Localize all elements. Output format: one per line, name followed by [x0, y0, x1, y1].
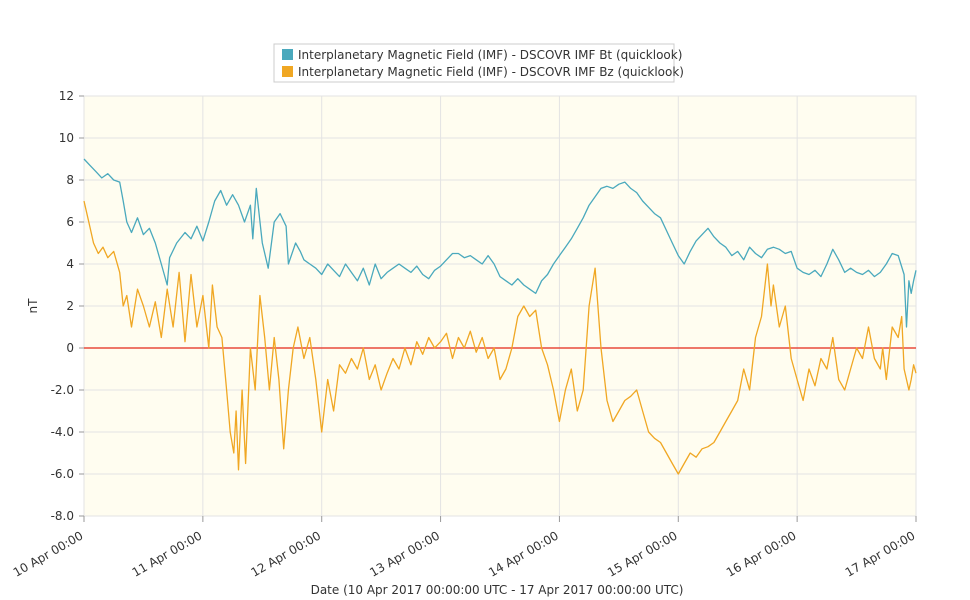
legend-swatch-bt: [282, 49, 293, 60]
y-tick-label: 12: [59, 89, 74, 103]
y-tick-label: 8: [66, 173, 74, 187]
x-axis: 10 Apr 00:00 11 Apr 00:00 12 Apr 00:00 13 A…: [11, 516, 918, 580]
x-tick-label: 12 Apr 00:00: [248, 528, 323, 579]
y-tick-label: 4: [66, 257, 74, 271]
y-tick-label: 0: [66, 341, 74, 355]
x-axis-title: Date (10 Apr 2017 00:00:00 UTC - 17 Apr …: [311, 583, 684, 597]
x-tick-label: 10 Apr 00:00: [11, 528, 86, 579]
x-tick-label: 14 Apr 00:00: [486, 528, 561, 579]
y-axis-title: nT: [26, 298, 40, 314]
y-tick-label: 2: [66, 299, 74, 313]
y-tick-label: -8.0: [51, 509, 74, 523]
x-tick-label: 16 Apr 00:00: [724, 528, 799, 579]
legend-label-bz: Interplanetary Magnetic Field (IMF) - DS…: [298, 65, 684, 79]
y-tick-label: -4.0: [51, 425, 74, 439]
legend: Interplanetary Magnetic Field (IMF) - DS…: [273, 43, 684, 83]
y-axis: 12 10 8 6 4 2 0 -2.0 -4.0 -6.0 -8.0: [51, 89, 84, 523]
legend-box: [273, 43, 675, 83]
y-tick-label: 10: [59, 131, 74, 145]
legend-swatch-bz: [282, 66, 293, 77]
y-tick-label: -2.0: [51, 383, 74, 397]
y-tick-label: 6: [66, 215, 74, 229]
series-layer: [83, 158, 917, 475]
series-line-bz: [83, 200, 917, 475]
x-tick-label: 17 Apr 00:00: [843, 528, 918, 579]
grid: [83, 95, 917, 517]
x-tick-label: 15 Apr 00:00: [605, 528, 680, 579]
x-tick-label: 11 Apr 00:00: [130, 528, 205, 579]
y-tick-label: -6.0: [51, 467, 74, 481]
series-line-bt: [83, 158, 917, 328]
x-tick-label: 13 Apr 00:00: [367, 528, 442, 579]
legend-label-bt: Interplanetary Magnetic Field (IMF) - DS…: [298, 48, 682, 62]
